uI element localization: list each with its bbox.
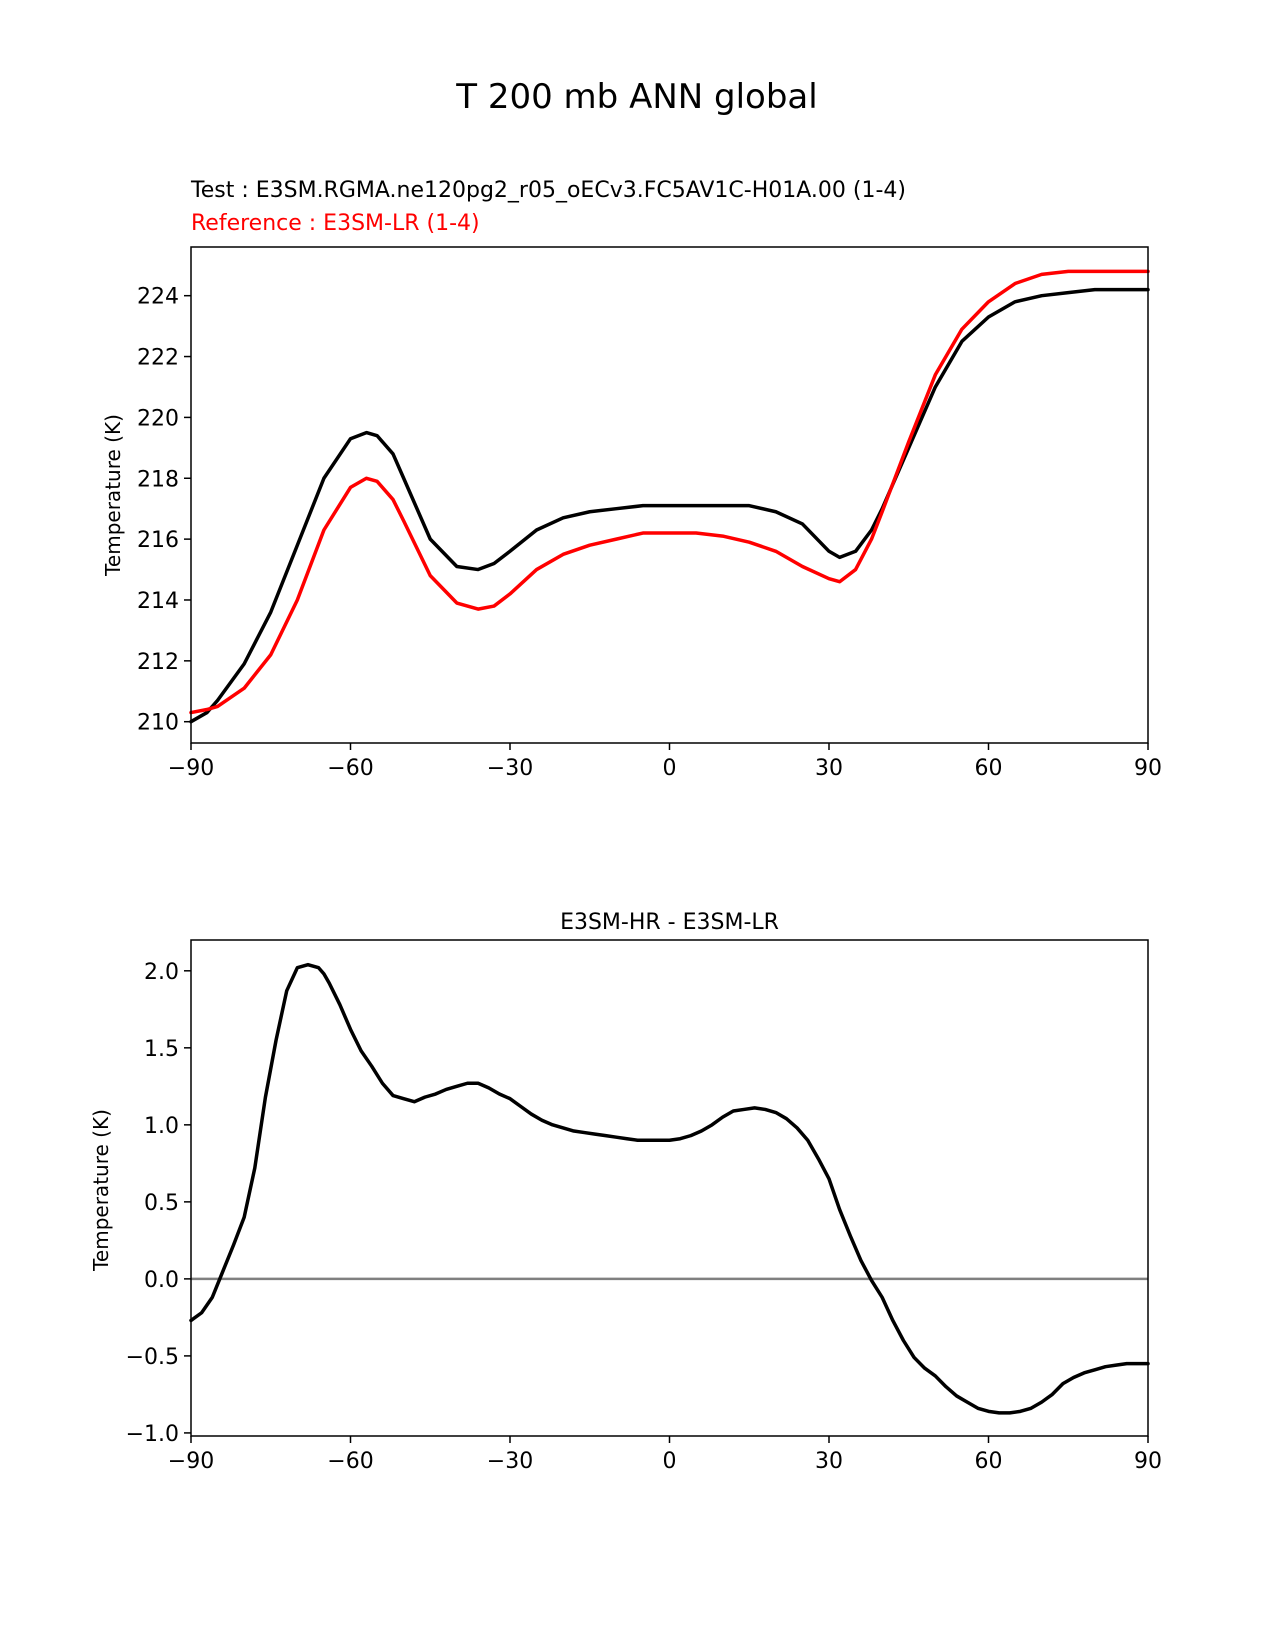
difference-ytick-label: 1.5 xyxy=(144,1037,179,1062)
climatology-series-test xyxy=(189,287,1150,724)
difference-xtick-label: −60 xyxy=(327,1449,373,1474)
difference-xtick-label: −30 xyxy=(487,1449,533,1474)
difference-xtick-label: 60 xyxy=(975,1449,1003,1474)
climatology-xtick-label: −30 xyxy=(487,756,533,781)
climatology-panel: −90 −60 −30 0 30 60 90 210 212 214 216 218 220 222 224 xyxy=(137,246,1162,781)
difference-xtick-label: 90 xyxy=(1134,1449,1162,1474)
climatology-ytick-label: 222 xyxy=(137,346,179,371)
test-label: Test : E3SM.RGMA.ne120pg2_r05_oECv3.FC5A… xyxy=(190,178,906,203)
difference-ytick-label: 0.0 xyxy=(144,1268,179,1293)
difference-panel: −90 −60 −30 0 30 60 90 −1.0 −0.5 0.0 0.5 1.0 1.5 2.0 xyxy=(126,939,1162,1474)
climatology-xtick-label: −90 xyxy=(168,756,214,781)
difference-xtick-label: −90 xyxy=(168,1449,214,1474)
top-panel-ylabel: Temperature (K) xyxy=(101,414,125,577)
difference-xtick-label: 0 xyxy=(663,1449,677,1474)
climatology-ytick-label: 218 xyxy=(137,467,179,492)
difference-panel-title: E3SM-HR - E3SM-LR xyxy=(560,910,779,935)
difference-xtick-label: 30 xyxy=(815,1449,843,1474)
bottom-panel-ylabel: Temperature (K) xyxy=(89,1109,113,1272)
climatology-xtick-label: 0 xyxy=(663,756,677,781)
climatology-ytick-label: 224 xyxy=(137,285,179,310)
difference-axes-frame xyxy=(190,939,1149,1437)
climatology-xtick-label: −60 xyxy=(327,756,373,781)
difference-series-e3sm-hr-e3sm-lr xyxy=(189,962,1150,1415)
climatology-xtick-label: 30 xyxy=(815,756,843,781)
climatology-xtick-label: 90 xyxy=(1134,756,1162,781)
difference-ytick-label: −1.0 xyxy=(126,1422,179,1447)
climatology-series-reference xyxy=(189,269,1150,715)
climatology-ytick-label: 210 xyxy=(137,711,179,736)
difference-ytick-label: −0.5 xyxy=(126,1345,179,1370)
climatology-ytick-label: 216 xyxy=(137,528,179,553)
figure-title: T 200 mb ANN global xyxy=(455,77,817,117)
climatology-ytick-label: 220 xyxy=(137,406,179,431)
reference-label: Reference : E3SM-LR (1-4) xyxy=(191,211,480,236)
climatology-axes-frame xyxy=(190,246,1149,744)
climatology-ytick-label: 212 xyxy=(137,650,179,675)
difference-ytick-label: 1.0 xyxy=(144,1114,179,1139)
difference-ytick-label: 0.5 xyxy=(144,1191,179,1216)
difference-ytick-label: 2.0 xyxy=(144,960,179,985)
climatology-ytick-label: 214 xyxy=(137,589,179,614)
climatology-xtick-label: 60 xyxy=(975,756,1003,781)
